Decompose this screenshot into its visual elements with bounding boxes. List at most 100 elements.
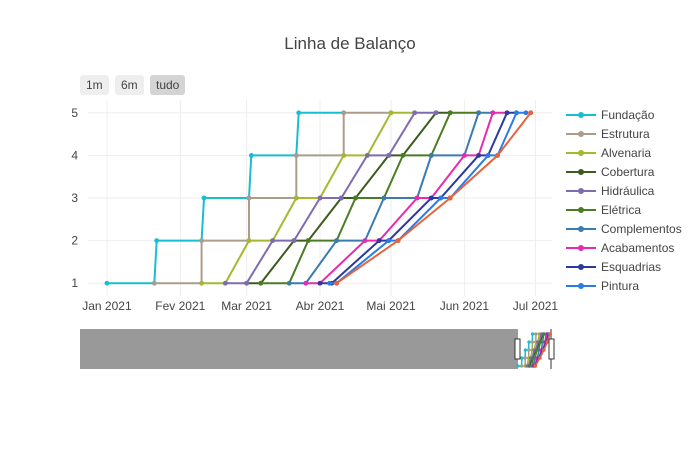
legend-label[interactable]: Alvenaria <box>601 146 651 160</box>
data-point[interactable] <box>341 152 347 158</box>
data-point[interactable] <box>286 280 292 286</box>
data-point[interactable] <box>504 110 510 116</box>
data-point[interactable] <box>201 195 207 201</box>
range-button-all[interactable]: tudo <box>150 75 186 95</box>
legend-label[interactable]: Pintura <box>601 279 639 293</box>
legend-marker[interactable] <box>578 112 584 118</box>
data-point[interactable] <box>341 110 347 116</box>
data-point[interactable] <box>447 110 453 116</box>
rangeslider-mask <box>80 329 552 369</box>
data-point[interactable] <box>523 110 529 116</box>
data-point[interactable] <box>447 195 453 201</box>
data-point[interactable] <box>338 195 344 201</box>
legend-marker[interactable] <box>578 226 584 232</box>
x-tick-label: Jan 2021 <box>82 299 132 313</box>
data-point[interactable] <box>364 152 370 158</box>
data-point[interactable] <box>476 152 482 158</box>
rangeslider-point <box>538 356 542 360</box>
legend-marker[interactable] <box>578 245 584 251</box>
legend-label[interactable]: Estrutura <box>601 127 650 141</box>
legend-marker[interactable] <box>578 207 584 213</box>
legend-label[interactable]: Esquadrias <box>601 260 661 274</box>
data-point[interactable] <box>154 238 160 244</box>
data-point[interactable] <box>495 152 500 158</box>
range-button-1m[interactable]: 1m <box>80 75 109 95</box>
legend-marker[interactable] <box>578 169 584 175</box>
rangeslider-point <box>523 348 527 352</box>
data-point[interactable] <box>293 152 299 158</box>
data-point[interactable] <box>476 110 482 116</box>
legend-label[interactable]: Elétrica <box>601 203 641 217</box>
legend-marker[interactable] <box>578 188 584 194</box>
data-point[interactable] <box>293 195 299 201</box>
data-point[interactable] <box>400 152 406 158</box>
data-point[interactable] <box>353 195 358 201</box>
data-point[interactable] <box>386 152 392 158</box>
rangeslider-point <box>537 348 541 352</box>
data-point[interactable] <box>270 238 276 244</box>
data-point[interactable] <box>334 238 339 244</box>
data-point[interactable] <box>376 238 382 244</box>
rangeslider-point <box>527 340 531 344</box>
data-point[interactable] <box>246 238 252 244</box>
legend-marker[interactable] <box>578 150 584 156</box>
rangeslider-point <box>519 364 524 368</box>
data-point[interactable] <box>222 280 228 286</box>
data-point[interactable] <box>514 110 519 116</box>
data-point[interactable] <box>317 195 323 201</box>
data-point[interactable] <box>199 238 205 244</box>
data-point[interactable] <box>296 110 302 116</box>
legend-label[interactable]: Acabamentos <box>601 241 674 255</box>
data-point[interactable] <box>248 152 254 158</box>
rangeslider-point <box>545 340 550 344</box>
legend-label[interactable]: Fundação <box>601 108 655 122</box>
data-point[interactable] <box>462 152 467 158</box>
data-point[interactable] <box>246 195 252 201</box>
data-point[interactable] <box>317 280 323 286</box>
data-point[interactable] <box>386 238 392 244</box>
data-point[interactable] <box>395 238 401 244</box>
legend-label[interactable]: Complementos <box>601 222 682 236</box>
rangeslider-handle-right[interactable] <box>548 338 555 360</box>
legend-label[interactable]: Hidráulica <box>601 184 655 198</box>
chart-title: Linha de Balanço <box>284 34 416 53</box>
x-tick-label: Jul 2021 <box>513 299 559 313</box>
rangeslider-point <box>548 332 552 336</box>
rangeslider-point <box>520 356 524 360</box>
data-point[interactable] <box>244 280 250 286</box>
legend-marker[interactable] <box>578 264 584 270</box>
data-point[interactable] <box>327 280 332 286</box>
series-line <box>154 111 391 285</box>
x-tick-label: Mai 2021 <box>366 299 416 313</box>
data-point[interactable] <box>362 238 368 244</box>
data-point[interactable] <box>388 110 394 116</box>
data-point[interactable] <box>438 195 444 201</box>
rangeslider-handle-left[interactable] <box>514 338 521 360</box>
data-point[interactable] <box>485 152 491 158</box>
data-point[interactable] <box>258 280 264 286</box>
x-tick-label: Fev 2021 <box>155 299 205 313</box>
legend-label[interactable]: Cobertura <box>601 165 655 179</box>
legend-marker[interactable] <box>578 131 584 137</box>
data-point[interactable] <box>433 110 439 116</box>
data-point[interactable] <box>151 280 157 286</box>
data-point[interactable] <box>414 195 420 201</box>
data-point[interactable] <box>303 280 309 286</box>
series-line <box>106 111 344 285</box>
data-point[interactable] <box>199 280 205 286</box>
series-line <box>225 111 436 285</box>
data-point[interactable] <box>528 110 534 116</box>
data-point[interactable] <box>490 110 496 116</box>
data-point[interactable] <box>428 195 434 201</box>
data-point[interactable] <box>104 280 110 286</box>
data-point[interactable] <box>381 195 387 201</box>
data-point[interactable] <box>291 238 297 244</box>
data-point[interactable] <box>428 152 434 158</box>
legend-marker[interactable] <box>578 283 584 289</box>
data-point[interactable] <box>412 110 418 116</box>
data-point[interactable] <box>334 280 339 286</box>
range-button-6m[interactable]: 6m <box>115 75 144 95</box>
data-point[interactable] <box>305 238 311 244</box>
series-line <box>305 111 507 285</box>
